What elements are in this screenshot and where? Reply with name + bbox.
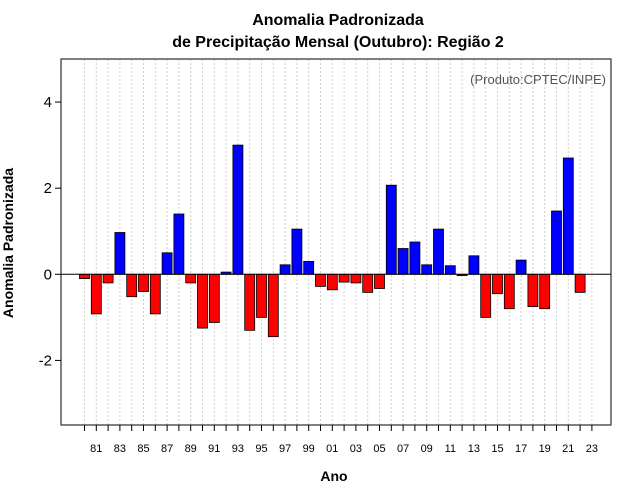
x-tick-label: 97 — [279, 443, 291, 455]
bar-2007 — [397, 248, 409, 275]
bars — [79, 144, 586, 338]
x-tick-label: 19 — [539, 443, 551, 455]
x-tick-label: 85 — [137, 443, 149, 455]
y-axis: -2 0 2 4 — [39, 94, 61, 369]
bar-1981 — [90, 273, 102, 315]
bar-2009 — [421, 264, 433, 275]
bar-1994 — [244, 273, 256, 331]
bar-1997 — [279, 264, 291, 275]
bar-1987 — [161, 252, 173, 275]
y-tick-label: -2 — [39, 352, 52, 369]
bar-2022 — [574, 273, 586, 293]
bar-2018 — [527, 273, 539, 307]
x-tick-label: 23 — [586, 443, 598, 455]
bar-1999 — [303, 260, 315, 275]
bar-2011 — [444, 265, 456, 275]
x-tick-label: 17 — [515, 443, 527, 455]
bar-2010 — [433, 228, 444, 275]
y-axis-title: Anomalia Padronizada — [0, 168, 16, 318]
bar-2013 — [468, 255, 480, 275]
bar-2008 — [409, 241, 421, 275]
bar-2001 — [326, 273, 338, 291]
chart-title-line2: de Precipitação Mensal (Outubro): Região… — [172, 34, 504, 51]
x-tick-label: 89 — [185, 443, 197, 455]
bar-2003 — [350, 273, 362, 284]
y-tick-label: 2 — [44, 180, 52, 197]
bar-2006 — [385, 184, 397, 275]
x-tick-label: 93 — [232, 443, 244, 455]
bar-1986 — [149, 273, 161, 315]
bar-1989 — [185, 273, 197, 284]
bar-2002 — [338, 273, 350, 283]
x-tick-label: 81 — [90, 443, 102, 455]
bar-1982 — [102, 273, 114, 284]
grid — [84, 59, 593, 425]
x-tick-label: 21 — [562, 443, 574, 455]
x-tick-label: 95 — [255, 443, 267, 455]
chart-title-line1: Anomalia Padronizada — [252, 12, 424, 29]
x-tick-label: 11 — [445, 443, 456, 455]
bar-2004 — [362, 273, 374, 293]
bar-2020 — [551, 210, 562, 275]
y-tick-label: 0 — [44, 266, 52, 283]
x-axis-title: Ano — [320, 468, 347, 484]
bar-2000 — [315, 273, 326, 287]
x-tick-label: 07 — [397, 443, 409, 455]
bar-1984 — [126, 273, 138, 298]
x-axis: 81 83 85 87 89 91 93 95 97 99 01 03 05 07 09 11 13 15 17 19… — [84, 425, 598, 455]
y-tick-label: 4 — [44, 94, 52, 111]
bar-1998 — [291, 228, 303, 275]
source-annotation: (Produto:CPTEC/INPE) — [470, 72, 606, 87]
bar-2016 — [503, 273, 515, 310]
x-tick-label: 03 — [350, 443, 362, 455]
x-tick-label: 13 — [468, 443, 480, 455]
bar-2005 — [374, 273, 385, 289]
bar-2015 — [492, 273, 503, 295]
bar-2017 — [515, 259, 527, 275]
bar-2014 — [480, 273, 492, 318]
bar-1983 — [114, 232, 126, 275]
bar-1988 — [173, 213, 185, 275]
bar-2021 — [562, 157, 574, 275]
bar-1993 — [232, 144, 244, 275]
x-tick-label: 05 — [373, 443, 385, 455]
x-tick-label: 91 — [208, 443, 220, 455]
bar-1985 — [138, 273, 149, 292]
bar-1990 — [197, 273, 208, 329]
bar-2019 — [539, 273, 551, 310]
bar-1995 — [256, 273, 267, 318]
plot-frame — [60, 58, 612, 426]
x-tick-label: 01 — [326, 443, 338, 455]
bar-1996 — [267, 273, 279, 338]
x-tick-label: 15 — [491, 443, 503, 455]
x-tick-label: 99 — [303, 443, 315, 455]
x-tick-label: 83 — [114, 443, 126, 455]
bar-1991 — [208, 273, 220, 323]
x-tick-label: 09 — [421, 443, 433, 455]
x-tick-label: 87 — [161, 443, 173, 455]
bar-1980 — [79, 273, 90, 279]
